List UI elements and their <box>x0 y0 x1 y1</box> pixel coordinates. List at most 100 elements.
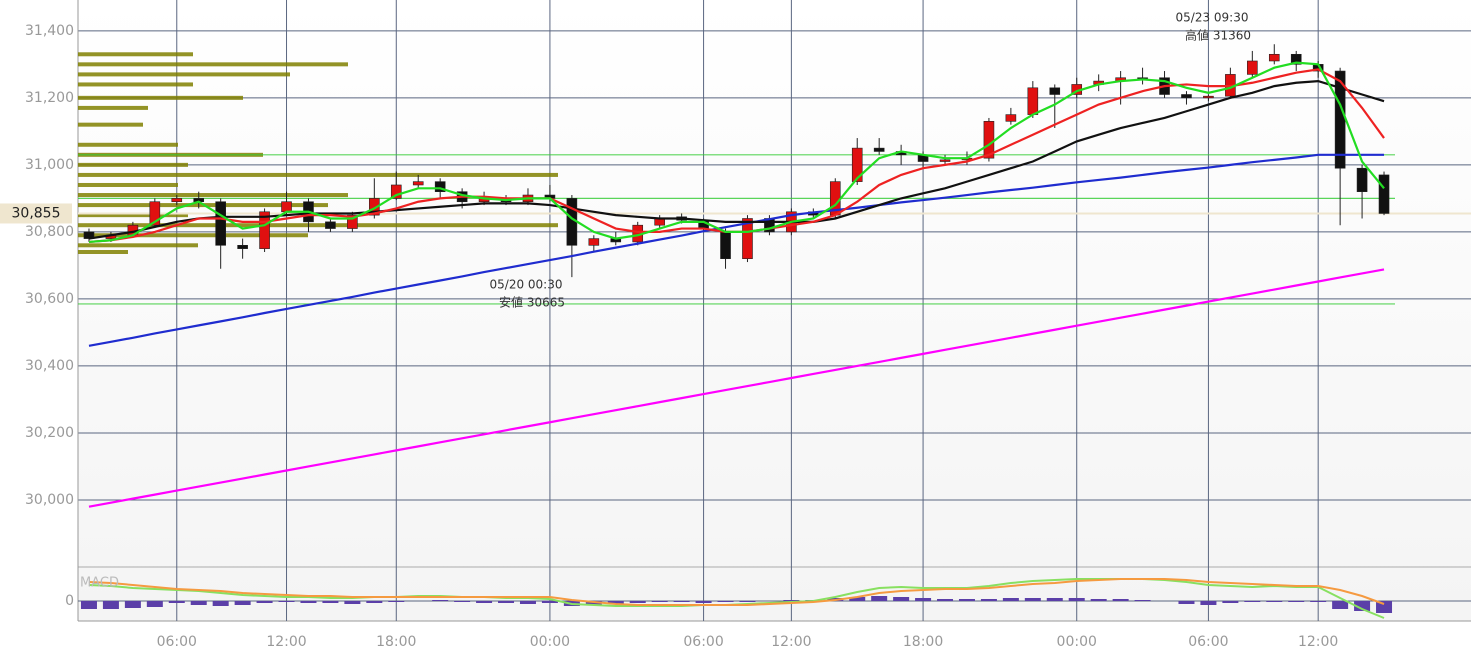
candle-body <box>215 201 226 246</box>
macd-bar <box>212 601 229 606</box>
candle-body <box>390 184 402 199</box>
x-tick-label: 06:00 <box>683 634 723 650</box>
candle-body <box>1378 174 1390 214</box>
macd-bar <box>629 601 646 603</box>
y-tick-label: 30,200 <box>25 425 74 441</box>
volume-profile-bar <box>78 62 348 67</box>
macd-bar <box>1244 601 1261 602</box>
candle-body <box>1268 53 1280 62</box>
candle-body <box>1356 167 1368 192</box>
volume-profile-bar <box>78 193 348 198</box>
candle-body <box>259 211 270 249</box>
macd-bar <box>739 601 756 602</box>
macd-bar <box>980 599 997 601</box>
candle-body <box>1203 95 1214 99</box>
volume-profile-bar <box>78 95 243 100</box>
candle-body <box>873 147 885 152</box>
macd-bar <box>1310 601 1327 602</box>
y-tick-label: 31,000 <box>25 157 74 173</box>
volume-profile-bar <box>78 250 128 254</box>
macd-bar <box>432 600 449 601</box>
volume-profile-bar <box>78 122 143 127</box>
x-tick-label: 12:00 <box>771 634 811 650</box>
x-tick-label: 00:00 <box>1057 634 1097 650</box>
macd-bar <box>1266 601 1283 602</box>
macd-bar <box>1288 601 1305 602</box>
macd-bar <box>893 597 910 601</box>
candle-body <box>1290 53 1302 65</box>
macd-bar <box>80 601 97 609</box>
macd-bar <box>388 601 405 602</box>
candle-body <box>1027 87 1039 115</box>
volume-profile-bar <box>78 105 148 110</box>
candle-body <box>325 221 336 229</box>
volume-profile-bar <box>78 162 188 167</box>
volume-profile-bar <box>78 243 198 248</box>
macd-bar <box>937 599 954 601</box>
macd-bar <box>344 601 361 604</box>
macd-bar <box>673 601 690 602</box>
volume-profile-bar <box>78 82 193 87</box>
x-tick-label: 18:00 <box>376 634 416 650</box>
candle-body <box>851 147 863 182</box>
moving-average <box>88 268 1385 508</box>
volume-profile-bar <box>78 233 308 238</box>
moving-average <box>88 79 1385 240</box>
macd-bar <box>190 601 207 605</box>
candle-body <box>434 181 446 192</box>
annotation: 05/20 00:30 <box>490 278 563 292</box>
x-tick-label: 18:00 <box>903 634 943 650</box>
candle-body <box>149 201 161 226</box>
macd-bar <box>1046 598 1063 601</box>
volume-profile-bar <box>78 142 178 147</box>
y-tick-label: 30,600 <box>25 291 74 307</box>
macd-bar <box>1222 601 1239 603</box>
current-price-label: 30,855 <box>12 205 61 221</box>
macd-bar <box>849 597 866 601</box>
macd-label: MACD <box>80 576 119 591</box>
macd-bar <box>1376 601 1393 613</box>
macd-bar <box>1200 601 1217 605</box>
candle-body <box>1005 114 1017 122</box>
macd-bar <box>498 601 515 603</box>
macd-bar <box>651 601 668 602</box>
y-tick-label: 30,400 <box>25 358 74 374</box>
candle-body <box>720 231 731 260</box>
x-tick-label: 06:00 <box>1188 634 1228 650</box>
current-price-box <box>0 203 72 224</box>
macd-bar <box>168 601 185 603</box>
macd-bar <box>454 601 471 602</box>
moving-average <box>88 153 1385 347</box>
macd-bar <box>915 598 932 601</box>
volume-profile-bar <box>78 182 178 187</box>
plot-background <box>78 0 1471 621</box>
y-tick-label: 30,800 <box>25 224 74 240</box>
candle-body <box>281 201 292 213</box>
candle-body <box>742 218 753 260</box>
macd-bar <box>695 601 712 603</box>
macd-tick-label: 0 <box>65 593 74 609</box>
macd-bar <box>1354 601 1371 611</box>
x-tick-label: 12:00 <box>1298 634 1338 650</box>
macd-bar <box>1332 601 1349 609</box>
macd-bar <box>1178 601 1195 604</box>
volume-profile-bar <box>78 72 290 77</box>
candle-body <box>369 198 380 216</box>
macd-bar <box>1112 599 1129 601</box>
macd-bar <box>1134 600 1151 601</box>
macd-bar <box>1068 598 1085 601</box>
macd-bar <box>1002 598 1019 601</box>
macd-bar <box>871 596 888 601</box>
macd-bar <box>300 601 317 603</box>
y-tick-label: 31,200 <box>25 90 74 106</box>
annotation: 安値 30665 <box>499 295 565 310</box>
candle-body <box>237 244 248 249</box>
moving-average <box>88 61 1385 244</box>
macd-bar <box>1090 599 1107 601</box>
candle-body <box>347 214 358 229</box>
macd-bar <box>366 601 383 603</box>
macd-bar <box>519 601 536 604</box>
macd-line <box>88 578 1385 606</box>
macd-bar <box>717 601 734 602</box>
volume-profile-bar <box>78 213 188 218</box>
